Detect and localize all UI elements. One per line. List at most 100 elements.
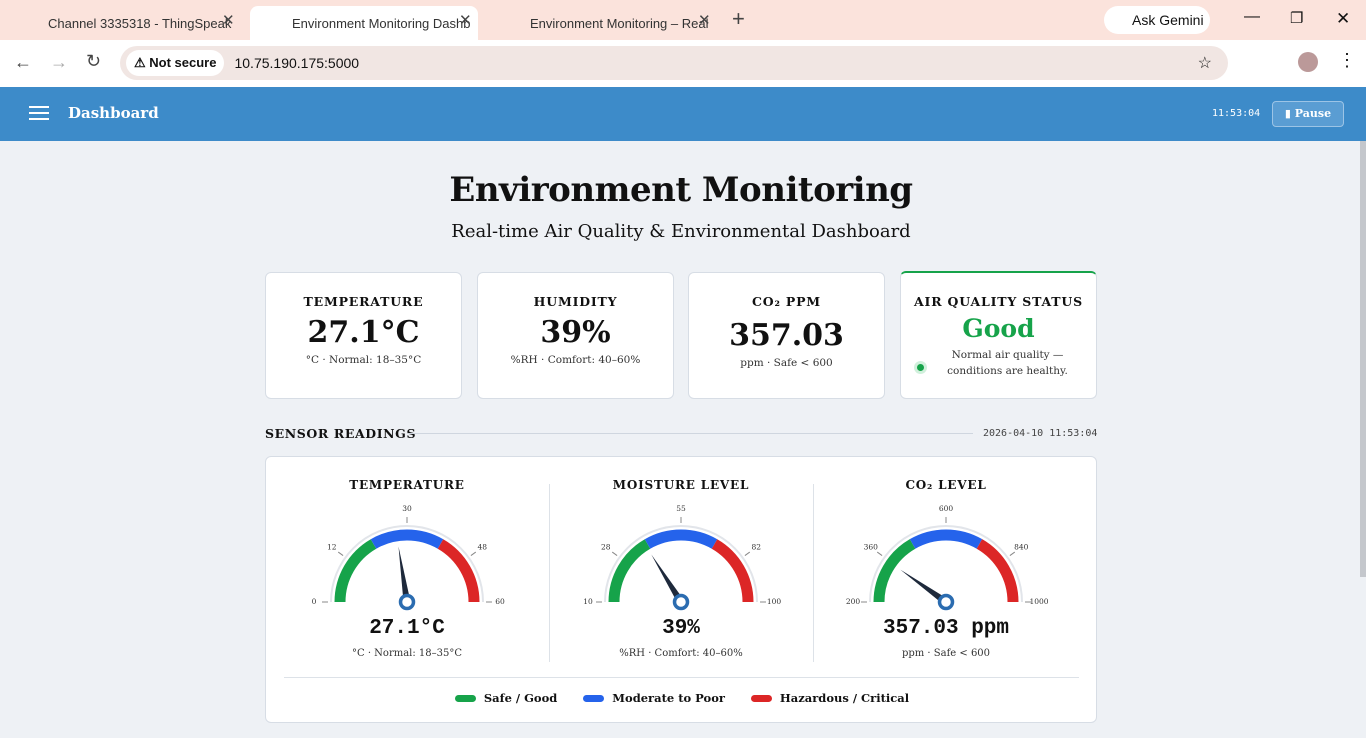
profile[interactable]: [1298, 52, 1318, 72]
card-value: 27.1°C: [307, 315, 420, 350]
minimize[interactable]: —: [1244, 8, 1260, 25]
ask-gemini[interactable]: Ask Gemini: [1104, 6, 1210, 34]
gauge-pivot: [672, 593, 690, 611]
card-label: CO₂ PPM: [752, 294, 821, 309]
forward[interactable]: →: [50, 52, 68, 72]
gauge-rim: [330, 525, 484, 603]
close-tab[interactable]: ✕: [698, 12, 711, 29]
section-timestamp: 2026-04-10 11:53:04: [983, 428, 1098, 439]
tab[interactable]: Environment Monitoring Dashb: [250, 6, 478, 40]
gauge-zone: [644, 529, 718, 549]
security-label: Not secure: [149, 55, 217, 70]
gauge-tick: [744, 551, 751, 556]
gauge-pivot: [398, 593, 416, 611]
ask-gemini-label: Ask Gemini: [1132, 12, 1204, 28]
section-rule: [408, 433, 973, 434]
reload[interactable]: ↻: [86, 51, 102, 71]
gauge-needle: [398, 546, 411, 603]
metric-card: HUMIDITY 39% %RH · Comfort: 40–60%: [477, 272, 674, 399]
nav-time: 11:53:04: [1212, 108, 1261, 119]
section-title: SENSOR READINGS: [265, 426, 417, 441]
restore[interactable]: ❐: [1290, 10, 1304, 27]
pause-label: Pause: [1294, 107, 1332, 120]
nav-title: Dashboard: [68, 104, 159, 122]
gauge-tick-label: 1000: [1029, 597, 1048, 606]
legend-item: Hazardous / Critical: [750, 691, 910, 705]
gauge: 200 360 600 840 1000: [846, 504, 1049, 611]
tab-title: Environment Monitoring – Real: [530, 15, 709, 31]
tab-title: Channel 3335318 - ThingSpeak: [48, 15, 232, 31]
pause-button[interactable]: ▮ Pause: [1272, 101, 1344, 127]
legend-label: Safe / Good: [483, 691, 558, 705]
legend-label: Hazardous / Critical: [779, 691, 910, 705]
gauge-value: 357.03 ppm: [882, 617, 1010, 640]
gauge-needle: [900, 569, 949, 605]
gauge-tick-label: 840: [1014, 542, 1029, 551]
omnibox[interactable]: ⚠ Not secure 10.75.190.175:5000 ☆: [120, 46, 1228, 80]
gauge-tick-label: 360: [864, 542, 879, 551]
gauge-value: 39%: [662, 617, 700, 640]
gauge-tick-label: 200: [846, 597, 861, 606]
gauge: 10 28 55 82 100: [583, 504, 782, 611]
gauge-tick-label: 48: [477, 542, 487, 551]
gauge-zone: [437, 539, 480, 603]
divider: [284, 677, 1079, 678]
metric-card: CO₂ PPM 357.03 ppm · Safe < 600: [688, 272, 885, 399]
legend: Safe / Good Moderate to Poor Hazardous / C…: [266, 691, 1098, 705]
legend-label: Moderate to Poor: [612, 691, 725, 705]
close-tab[interactable]: ✕: [459, 12, 472, 29]
status-label: AIR QUALITY STATUS: [914, 294, 1083, 309]
card-label: HUMIDITY: [533, 294, 618, 309]
divider: [813, 484, 814, 662]
close-tab[interactable]: ✕: [222, 12, 235, 29]
gauge-tick-label: 600: [939, 504, 954, 513]
gauge-zone: [370, 529, 444, 549]
gauge-zone: [711, 539, 754, 603]
security-chip[interactable]: ⚠ Not secure: [126, 50, 225, 76]
gauge-panel: Safe / Good Moderate to Poor Hazardous / C…: [265, 456, 1097, 723]
gauge-rim: [869, 525, 1023, 603]
card-value: 357.03: [729, 318, 844, 353]
gauge-tick-label: 55: [676, 504, 686, 513]
gauge-tick-label: 60: [495, 597, 505, 606]
menu[interactable]: ⋮: [1338, 50, 1356, 70]
status-dot: [917, 364, 924, 371]
gauge-zone: [873, 539, 916, 603]
gauge-tick-label: 82: [751, 542, 761, 551]
gauge-title: TEMPERATURE: [349, 478, 465, 492]
close-window[interactable]: ✕: [1336, 9, 1351, 28]
gauge-tick: [337, 551, 344, 556]
bookmark[interactable]: ☆: [1197, 55, 1212, 72]
gauge-tick-label: 30: [402, 504, 412, 513]
gauge-tick: [876, 551, 883, 556]
gauge-note: °C · Normal: 18–35°C: [351, 648, 463, 659]
gauge-tick: [1009, 551, 1016, 556]
gauge-tick-label: 100: [767, 597, 782, 606]
tab[interactable]: Channel 3335318 - ThingSpeak: [6, 6, 234, 40]
gauge-title: MOISTURE LEVEL: [612, 478, 750, 492]
status-value: Good: [962, 314, 1035, 343]
hamburger[interactable]: [29, 106, 49, 120]
tab-bar: Channel 3335318 - ThingSpeak ✕ Environme…: [0, 0, 1366, 40]
card-value: 39%: [540, 315, 611, 350]
back[interactable]: ←: [14, 52, 32, 72]
status-card: AIR QUALITY STATUS Good Normal air quali…: [900, 271, 1097, 399]
gauge-zone: [608, 539, 651, 603]
gauge-note: ppm · Safe < 600: [901, 648, 991, 659]
divider: [549, 484, 550, 662]
navbar: Dashboard 11:53:04 ▮ Pause: [0, 87, 1366, 141]
gauge-note: %RH · Comfort: 40–60%: [619, 648, 743, 659]
gauge-zone: [976, 539, 1019, 603]
card-note: %RH · Comfort: 40–60%: [510, 354, 641, 366]
legend-swatch: [750, 694, 772, 702]
card-note: °C · Normal: 18–35°C: [305, 354, 422, 366]
gauge-tick-label: 10: [583, 597, 593, 606]
tab[interactable]: Environment Monitoring – Real: [488, 6, 716, 40]
gauge-tick-label: 28: [601, 542, 611, 551]
new-tab[interactable]: +: [732, 6, 745, 31]
status-note: Normal air quality — conditions are heal…: [947, 349, 1068, 377]
scrollbar[interactable]: [1360, 141, 1366, 577]
legend-item: Moderate to Poor: [583, 691, 725, 705]
card-note: ppm · Safe < 600: [740, 357, 833, 369]
